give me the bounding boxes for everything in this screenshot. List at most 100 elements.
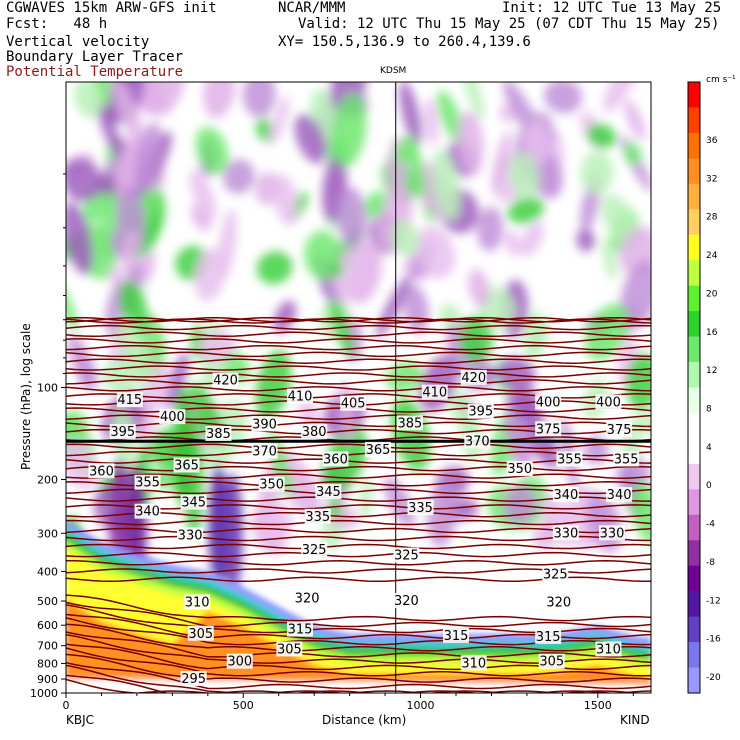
isentrope-label-bg — [251, 416, 278, 432]
isentrope-label-bg — [464, 433, 491, 449]
y-tick-label: 400 — [37, 565, 58, 578]
isentrope-label: 345 — [181, 496, 206, 511]
isentrope-label-bg — [535, 421, 562, 437]
vv-cell — [94, 173, 121, 195]
isentrope-label-bg — [301, 424, 328, 440]
vv-cell — [504, 230, 522, 257]
isentrope-label-bg — [184, 594, 211, 610]
colorbar-swatch — [688, 234, 700, 261]
isentrope-label: 375 — [607, 423, 632, 438]
x-axis: 0 500 1000 1500 — [63, 693, 634, 712]
isentrope-label-bg — [365, 441, 391, 457]
isentrope-label: 410 — [288, 389, 313, 404]
isentrope-label: 340 — [607, 488, 632, 503]
vv-cell — [497, 356, 536, 392]
isentrope — [66, 372, 651, 378]
isentrope-labels: 295 300 305 305 305 310 310 310 315 315 315 320 320 3… — [88, 369, 640, 687]
isentrope-label: 350 — [259, 478, 284, 493]
colorbar-swatch — [688, 540, 700, 567]
isentrope-label: 295 — [181, 672, 206, 687]
isentrope — [66, 344, 651, 351]
isentrope-label-bg — [542, 566, 569, 582]
vv-cell — [432, 148, 461, 221]
isentrope-label: 370 — [252, 445, 277, 460]
colorbar-label: -8 — [706, 558, 715, 568]
y-tick-label: 900 — [37, 673, 58, 686]
vv-cell — [414, 226, 456, 279]
isentrope — [66, 465, 651, 472]
colorbar-swatch — [688, 82, 700, 108]
vv-cell — [137, 441, 151, 474]
x-tick-label: 1500 — [584, 699, 612, 712]
isentrope-label-bg — [301, 541, 328, 557]
vv-cell — [332, 93, 367, 167]
bl-ground — [66, 679, 651, 693]
title-fcst: Fcst: 48 h — [6, 16, 108, 32]
vv-cell — [468, 268, 490, 308]
isentrope-label-bg — [606, 487, 633, 503]
isentrope-label-bg — [595, 394, 622, 410]
isentrope-label: 305 — [277, 642, 302, 657]
colorbar-label: 8 — [706, 405, 712, 415]
isentrope-label-bg — [287, 388, 313, 404]
isentrope — [66, 678, 616, 693]
colorbar-swatch — [688, 667, 700, 694]
isentrope-label: 340 — [553, 488, 578, 503]
colorbar-swatch — [688, 158, 700, 185]
isentrope-label-bg — [396, 415, 423, 431]
colorbar-label: -16 — [706, 635, 721, 645]
y-tick-label: 500 — [37, 595, 58, 608]
vv-cell — [123, 230, 140, 253]
title-valid: Valid: 12 UTC Thu 15 May 25 (07 CDT Thu … — [298, 16, 720, 32]
isentrope-label-bg — [556, 451, 583, 467]
colorbar-label: 36 — [706, 136, 718, 146]
x-tick-label: 500 — [233, 699, 254, 712]
isentrope-label: 420 — [461, 371, 486, 386]
isentrope — [66, 458, 651, 464]
isentrope-label-bg — [421, 384, 448, 400]
isentrope-label-bg — [467, 403, 494, 419]
colorbar-swatch — [688, 209, 700, 236]
isentrope-label: 320 — [394, 594, 419, 609]
vv-cell — [273, 300, 297, 334]
isentrope — [66, 379, 651, 385]
marker-label: KDSM — [380, 66, 406, 76]
isentrope-label: 325 — [394, 549, 419, 564]
isentrope — [66, 358, 651, 364]
colorbar-label: 20 — [706, 289, 718, 299]
isentrope-label-bg — [294, 590, 321, 606]
y-tick-label: 200 — [37, 473, 58, 486]
vv-cell — [164, 352, 189, 409]
colorbar-swatch — [688, 387, 700, 414]
isentrope-label: 355 — [557, 452, 582, 467]
isentrope-label-bg — [287, 621, 313, 637]
isentrope-label-bg — [212, 372, 239, 388]
isentrope-label-bg — [187, 625, 214, 641]
isentrope-label: 350 — [507, 462, 532, 477]
vv-cell — [203, 82, 236, 119]
vv-cell — [273, 174, 299, 226]
isentrope-label: 315 — [288, 623, 313, 638]
colorbar-swatch — [688, 260, 700, 287]
left-endpoint-label: KBJC — [66, 713, 94, 727]
isentrope-label-bg — [251, 443, 278, 459]
isentrope-label-bg — [226, 653, 253, 669]
vv-cell — [256, 251, 293, 285]
isentrope-label: 390 — [252, 417, 277, 432]
isentrope — [66, 519, 651, 526]
vv-cell — [457, 111, 484, 176]
isentrope-label: 320 — [546, 595, 571, 610]
isentrope-label-bg — [407, 500, 434, 516]
x-axis-label: Distance (km) — [322, 713, 406, 727]
isentrope-label-bg — [538, 653, 565, 669]
colorbar-label: 4 — [706, 443, 712, 453]
colorbar-swatch — [688, 107, 700, 134]
vv-cell — [336, 187, 368, 247]
colorbar-swatch — [688, 285, 700, 312]
colorbar-swatch — [688, 463, 700, 490]
colorbar-label: 28 — [706, 213, 718, 223]
field-blt: Boundary Layer Tracer — [6, 49, 184, 65]
isentrope-label-bg — [535, 394, 562, 410]
field-vv: Vertical velocity — [6, 34, 150, 50]
